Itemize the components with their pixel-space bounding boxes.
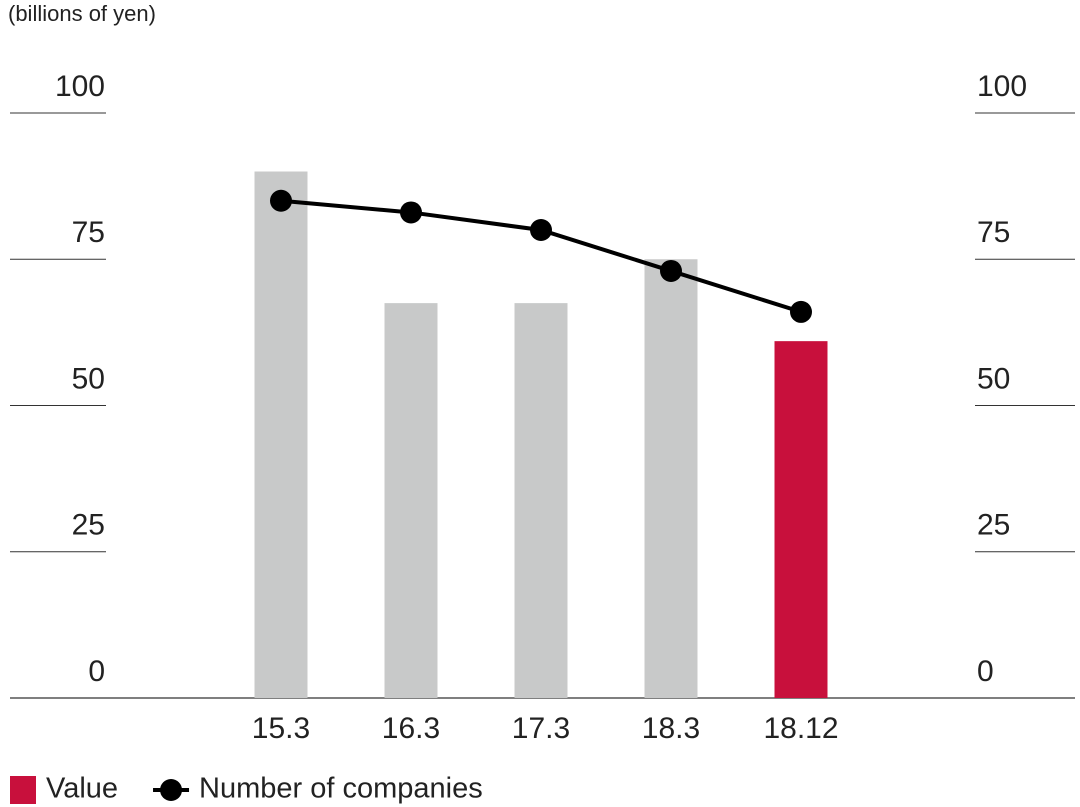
x-tick-label: 17.3 bbox=[512, 712, 570, 745]
y-tick-label: 50 bbox=[72, 362, 105, 395]
marker bbox=[400, 201, 422, 224]
y-tick-label: 100 bbox=[55, 70, 105, 103]
y-tick-label: 75 bbox=[72, 216, 105, 249]
line bbox=[280, 198, 802, 314]
y2-tick-label: 0 bbox=[977, 655, 994, 688]
y2-tick-label: 100 bbox=[977, 70, 1027, 103]
bar bbox=[774, 341, 828, 698]
bar bbox=[384, 303, 438, 698]
bar bbox=[514, 303, 568, 698]
x-tick-label: 18.12 bbox=[763, 712, 838, 745]
marker bbox=[530, 219, 552, 241]
legend-marker bbox=[160, 779, 183, 801]
x-tick-label: 16.3 bbox=[382, 712, 440, 745]
bar bbox=[254, 171, 308, 698]
x-tick-label: 15.3 bbox=[252, 712, 310, 745]
marker bbox=[660, 259, 682, 282]
x-tick-label: 18.3 bbox=[642, 712, 700, 745]
y-tick-label: 0 bbox=[88, 655, 105, 688]
marker bbox=[790, 300, 812, 323]
unit-label: (billions of yen) bbox=[8, 1, 156, 26]
y-tick-label: 25 bbox=[72, 509, 105, 542]
bar bbox=[644, 259, 698, 698]
marker bbox=[270, 189, 292, 212]
y2-tick-label: 50 bbox=[977, 362, 1010, 395]
y2-tick-label: 25 bbox=[977, 509, 1010, 542]
legend-label: Value bbox=[46, 773, 118, 805]
legend-label: Number of companies bbox=[199, 773, 483, 805]
y2-tick-label: 75 bbox=[977, 216, 1010, 249]
legend-swatch bbox=[10, 776, 36, 804]
